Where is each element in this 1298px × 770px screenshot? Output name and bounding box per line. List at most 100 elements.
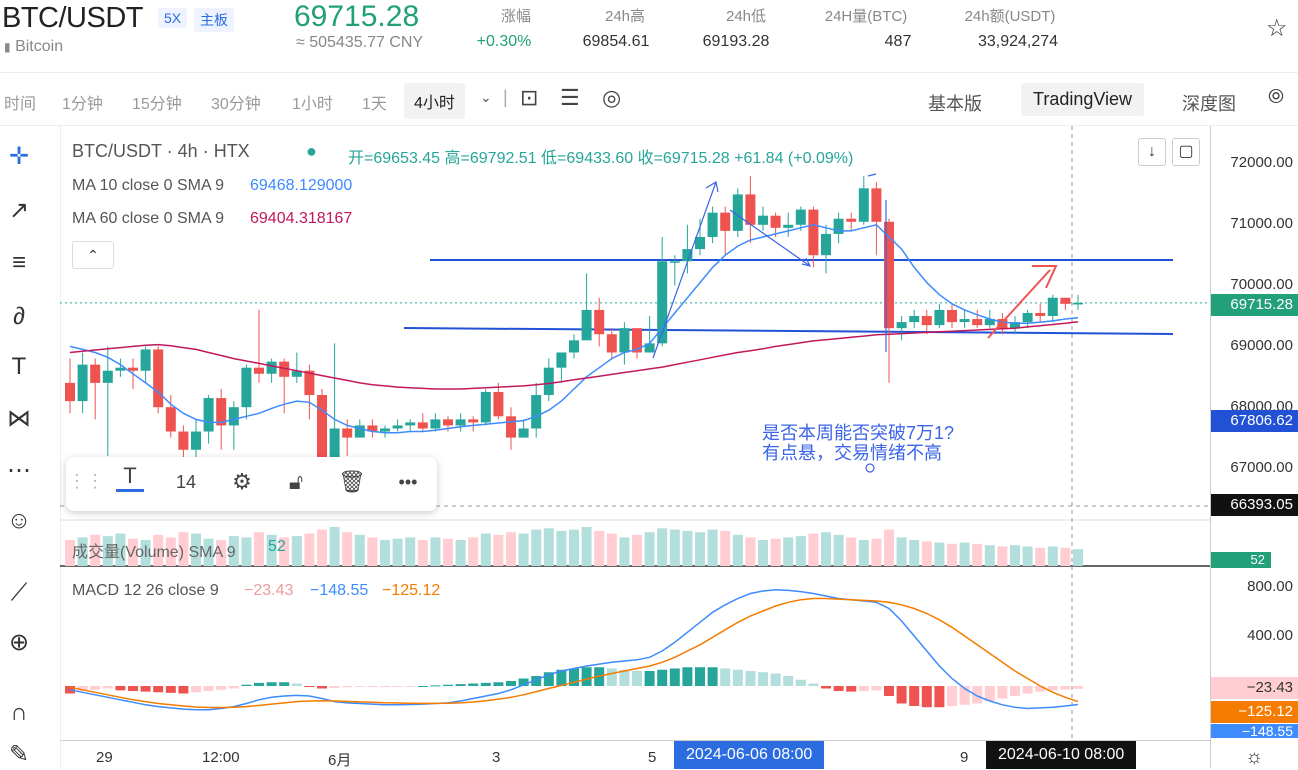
tf-4h[interactable]: 4小时 [404, 83, 465, 119]
view-depth[interactable]: 深度图 [1182, 94, 1236, 114]
macd-histogram-bar [65, 686, 75, 694]
chart-toolbar: 时间 1分钟 15分钟 30分钟 1小时 1天 4小时 ⌄ | ⊡ ☰ ◎ 基本… [0, 73, 1298, 126]
scroll-down-button[interactable]: ↓ [1138, 138, 1166, 166]
user-drawings[interactable] [652, 173, 1058, 473]
tf-1h[interactable]: 1小时 [292, 96, 333, 113]
chart-type-icon[interactable]: ⊡ [520, 85, 539, 110]
volume-bar [480, 533, 491, 566]
brush-icon[interactable]: ∂ [13, 303, 25, 330]
candle-body [405, 422, 416, 426]
candle-body [1047, 297, 1058, 316]
tf-time[interactable]: 时间 [4, 96, 37, 113]
macd-histogram-bar [884, 686, 894, 696]
magnet-icon[interactable]: ∩ [10, 699, 28, 726]
crosshair-time-b: 2024-06-10 08:00 [986, 741, 1137, 769]
macd-histogram-bar [707, 667, 718, 686]
more-icon[interactable]: ••• [398, 472, 418, 492]
candle [594, 297, 605, 347]
macd-hist-value: −23.43 [244, 582, 294, 599]
macd-histogram-bar [921, 686, 932, 708]
trendline-icon[interactable]: ↗ [8, 197, 30, 224]
emoji-icon[interactable]: ☺ [6, 507, 32, 534]
indicators-icon[interactable]: ☰ [560, 85, 580, 110]
candle-body [392, 425, 403, 429]
candle-body [115, 367, 126, 371]
candle [367, 419, 378, 438]
volume-bar [808, 533, 819, 566]
stat-high-label: 24h高 [604, 8, 646, 25]
volume-bar [354, 534, 365, 566]
volume-bar [317, 529, 327, 566]
fib-lines-icon[interactable]: ≡ [11, 249, 26, 276]
zoom-in-icon[interactable]: ⊕ [8, 629, 30, 656]
volume-bar [984, 545, 995, 566]
macd-histogram-bar [581, 667, 592, 686]
lock-icon[interactable]: 🔓︎ [288, 469, 304, 494]
volume-bar [405, 537, 416, 566]
candle-body [644, 343, 655, 353]
favorite-star-icon[interactable]: ☆ [1266, 15, 1288, 42]
macd-histogram-bar [770, 673, 781, 686]
macd-histogram-bar [228, 686, 239, 689]
volume-bar [241, 537, 252, 566]
delete-icon[interactable]: 🗑︎ [338, 469, 366, 494]
stat-change-value: +0.30% [476, 33, 532, 50]
macd-histogram-bar [1060, 686, 1071, 690]
collapse-legend-button[interactable]: ⌃ [72, 241, 114, 269]
text-tool-icon[interactable]: T [11, 353, 27, 380]
pencil-icon[interactable]: ✎ [8, 741, 30, 768]
candle [921, 309, 932, 335]
timeframe-dropdown-icon[interactable]: ⌄ [480, 89, 492, 105]
candle-body [216, 398, 227, 426]
ruler-icon[interactable]: ⟋ [10, 579, 28, 606]
price-axis[interactable]: 72000.00 71000.00 70000.00 69715.28 6900… [1210, 126, 1298, 768]
macd-hist-tag: −23.43 [1211, 677, 1298, 699]
symbol-title[interactable]: BTC/USDT [2, 2, 144, 34]
macd-histogram-bar [934, 686, 945, 708]
prediction-icon[interactable]: ⋯ [7, 457, 31, 484]
annotation-text[interactable]: 是否本周能否突破7万1? 有点悬，交易情绪不高 [762, 423, 954, 463]
macd-histogram-bar [329, 686, 340, 688]
macd-histogram-bar [846, 686, 857, 692]
candle-body [367, 425, 378, 432]
text-color-icon[interactable]: T [110, 463, 150, 492]
candle [720, 206, 731, 256]
axis-settings-icon[interactable]: ☼ [1245, 746, 1264, 768]
pattern-icon[interactable]: ⋈ [7, 405, 31, 432]
screenshot-icon[interactable]: ⦾ [1268, 86, 1284, 108]
candle [90, 358, 101, 420]
candle [959, 309, 970, 329]
leverage-badge[interactable]: 5X [158, 8, 188, 28]
macd-histogram-bar [632, 671, 642, 686]
tf-1d[interactable]: 1天 [362, 96, 387, 113]
cny-price: ≈ 505435.77 CNY [296, 34, 424, 51]
volume-bar [758, 540, 768, 566]
candle [140, 346, 151, 383]
volume-bar [695, 532, 705, 566]
crosshair-icon[interactable]: ✛ [8, 143, 30, 170]
ohlc-readout: 开=69653.45 高=69792.51 低=69433.60 收=69715… [348, 150, 854, 167]
volume-bar [632, 534, 642, 566]
fullscreen-button[interactable]: ▢ [1172, 138, 1200, 166]
axis-tick: 72000.00 [1230, 154, 1293, 171]
tf-15m[interactable]: 15分钟 [132, 96, 182, 113]
text-settings-icon[interactable]: ⚙ [232, 469, 252, 494]
tf-1m[interactable]: 1分钟 [62, 96, 103, 113]
tf-30m[interactable]: 30分钟 [211, 96, 261, 113]
view-basic[interactable]: 基本版 [928, 94, 982, 114]
macd-line [69, 589, 1079, 711]
macd-histogram-bar [909, 686, 920, 706]
macd-histogram-bar [506, 681, 516, 686]
volume-bar [65, 540, 75, 566]
candle-body [518, 428, 529, 438]
time-axis[interactable]: 29 12:00 6月 3 5 2024-06-06 08:00 9 2024-… [60, 740, 1210, 769]
volume-bar [934, 542, 945, 566]
volume-value: 52 [268, 538, 286, 555]
drag-handle-icon[interactable]: ⋮⋮ [68, 471, 104, 491]
price-chart[interactable] [60, 126, 1210, 738]
font-size-value[interactable]: 14 [175, 472, 197, 492]
settings-icon[interactable]: ◎ [602, 85, 622, 110]
candle-body [241, 367, 252, 408]
view-tradingview[interactable]: TradingView [1021, 83, 1145, 116]
macd-histogram-bar [833, 686, 844, 691]
